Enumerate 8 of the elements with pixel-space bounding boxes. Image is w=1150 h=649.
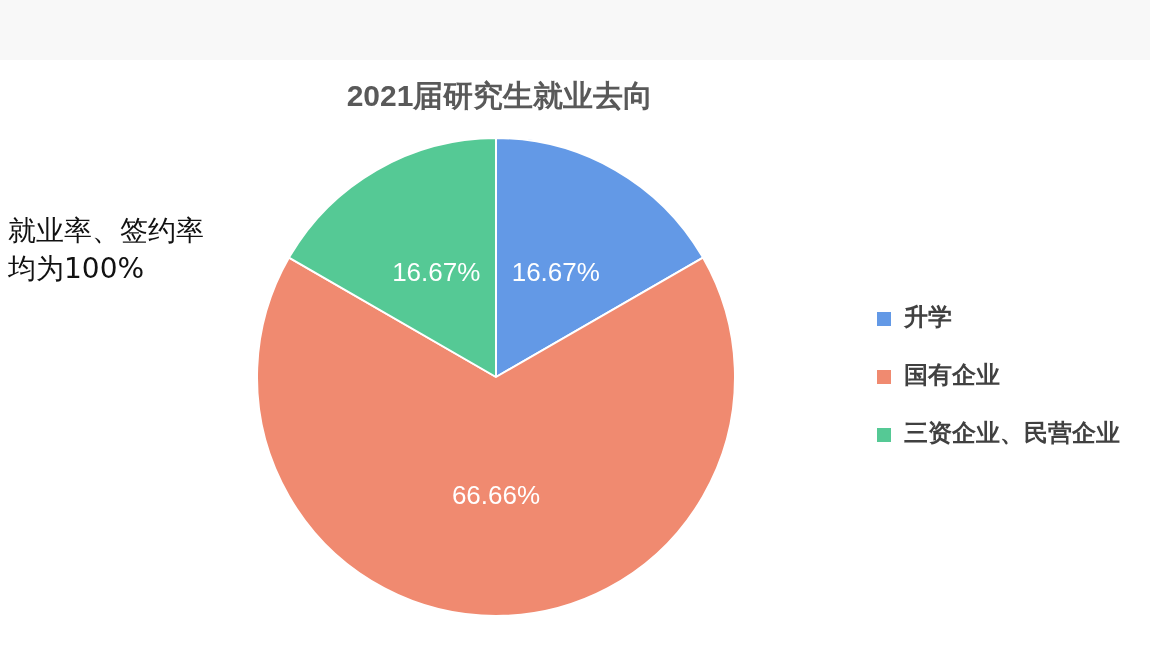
- chart-title: 2021届研究生就业去向: [345, 78, 655, 114]
- data-label: 66.66%: [451, 479, 541, 510]
- text: 就业率、签约率均为100%: [8, 213, 205, 287]
- legend-label: 升学: [903, 303, 952, 332]
- data-label: 16.67%: [392, 256, 481, 287]
- data-label: 16.67%: [511, 256, 600, 287]
- legend-label: 国有企业: [904, 361, 1000, 390]
- legend-label: 三资企业、民营企业: [904, 419, 1120, 448]
